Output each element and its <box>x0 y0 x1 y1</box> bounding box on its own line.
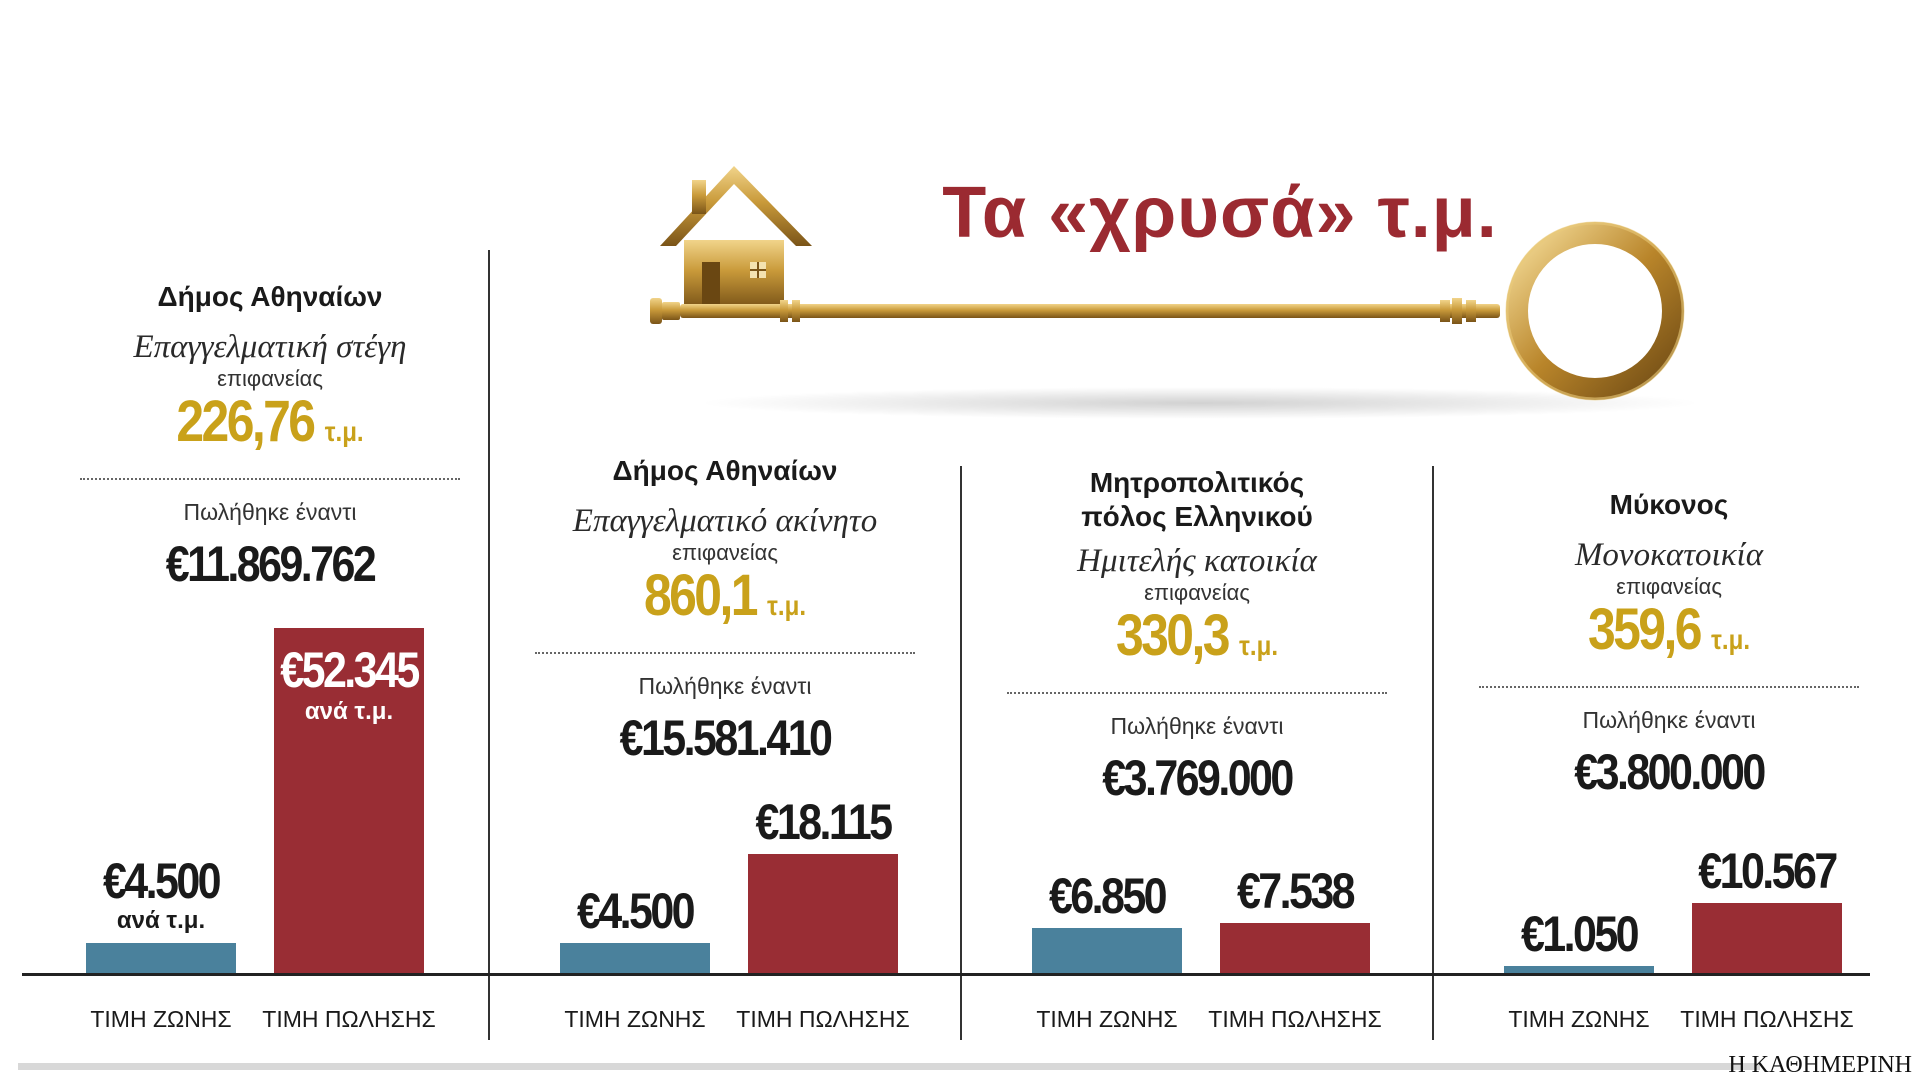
surface-label: επιφανείας <box>217 366 323 391</box>
sold-label: Πωλήθηκε έναντι <box>1110 713 1284 739</box>
panel-3-info: Μητροπολιτικός πόλος Ελληνικού Ημιτελής … <box>962 466 1432 808</box>
sale-price-bar <box>274 628 424 973</box>
zone-price-label: €6.850 <box>1048 868 1168 924</box>
surface-label: επιφανείας <box>672 540 778 565</box>
panel-2-info: Δήμος Αθηναίων Επαγγελματικό ακίνητο επι… <box>490 454 960 768</box>
surface-label: επιφανείας <box>1144 580 1250 605</box>
sale-category-label: ΤΙΜΗ ΠΩΛΗΣΗΣ <box>1208 1006 1382 1032</box>
panel-4-info: Μύκονος Μονοκατοικία επιφανείας 359,6 τ.… <box>1434 488 1904 802</box>
place-name-line-1: Μητροπολιτικός <box>1089 467 1305 498</box>
zone-category-label: ΤΙΜΗ ΖΩΝΗΣ <box>1036 1006 1178 1032</box>
panel-2: Δήμος Αθηναίων Επαγγελματικό ακίνητο επι… <box>490 0 960 1080</box>
sale-total-price: €11.869.762 <box>165 536 377 592</box>
place-name: Δήμος Αθηναίων <box>157 281 383 312</box>
panel-divider <box>1432 466 1434 1040</box>
sale-price-unit-label: ανά τ.μ. <box>304 698 394 725</box>
area-number: 226,76 <box>176 389 316 454</box>
panel-1: Δήμος Αθηναίων Επαγγελματική στέγη επιφα… <box>0 0 490 1080</box>
zone-category-label: ΤΙΜΗ ΖΩΝΗΣ <box>564 1006 706 1032</box>
sale-category-label: ΤΙΜΗ ΠΩΛΗΣΗΣ <box>736 1006 910 1032</box>
zone-price-bar <box>86 943 236 973</box>
main-title: Τα «χρυσά» τ.μ. <box>942 173 1498 253</box>
area-unit: τ.μ. <box>1711 624 1751 655</box>
sale-category-label: ΤΙΜΗ ΠΩΛΗΣΗΣ <box>1680 1006 1854 1032</box>
sold-label: Πωλήθηκε έναντι <box>638 673 812 699</box>
footer-bar <box>18 1063 1760 1070</box>
golden-key-house-illustration <box>650 166 1700 419</box>
sale-total-price: €3.800.000 <box>1574 744 1766 800</box>
sale-total-price: €15.581.410 <box>619 710 833 766</box>
area-value: 860,1 τ.μ. <box>523 566 927 636</box>
panel-1-info: Δήμος Αθηναίων Επαγγελματική στέγη επιφα… <box>50 280 490 594</box>
area-unit: τ.μ. <box>1239 630 1279 661</box>
place-name: Μύκονος <box>1609 489 1729 520</box>
panel-divider <box>960 466 962 1040</box>
area-value: 359,6 τ.μ. <box>1467 600 1871 670</box>
dotted-divider <box>80 478 460 480</box>
dotted-divider <box>1007 692 1387 694</box>
property-type: Ημιτελής κατοικία <box>1077 543 1317 579</box>
area-number: 860,1 <box>643 563 759 628</box>
sale-price-label: €10.567 <box>1698 843 1838 899</box>
panel-4: Μύκονος Μονοκατοικία επιφανείας 359,6 τ.… <box>1434 0 1904 1080</box>
area-number: 359,6 <box>1587 597 1703 662</box>
dotted-divider <box>1479 686 1859 688</box>
sale-price-label: €52.345 <box>280 642 420 698</box>
place-name-line-2: πόλος Ελληνικού <box>1081 501 1313 532</box>
panel-3: Μητροπολιτικός πόλος Ελληνικού Ημιτελής … <box>962 0 1432 1080</box>
place-name: Δήμος Αθηναίων <box>612 455 838 486</box>
zone-price-bar <box>1032 928 1182 973</box>
sale-price-label: €18.115 <box>755 794 893 850</box>
zone-price-label: €1.050 <box>1520 906 1640 962</box>
dotted-divider <box>535 652 915 654</box>
area-unit: τ.μ. <box>767 590 807 621</box>
zone-price-unit-label: ανά τ.μ. <box>116 907 206 934</box>
area-number: 330,3 <box>1115 603 1231 668</box>
zone-category-label: ΤΙΜΗ ΖΩΝΗΣ <box>90 1006 232 1032</box>
area-value: 330,3 τ.μ. <box>995 606 1399 676</box>
sold-label: Πωλήθηκε έναντι <box>1582 707 1756 733</box>
sale-price-bar <box>1220 923 1370 973</box>
sale-total-price: €3.769.000 <box>1102 750 1294 806</box>
sold-label: Πωλήθηκε έναντι <box>183 499 357 525</box>
sale-price-bar <box>1692 903 1842 973</box>
chart-baseline <box>22 973 1870 976</box>
surface-label: επιφανείας <box>1616 574 1722 599</box>
sale-category-label: ΤΙΜΗ ΠΩΛΗΣΗΣ <box>262 1006 436 1032</box>
sale-price-bar <box>748 854 898 973</box>
area-unit: τ.μ. <box>324 416 364 447</box>
panel-divider <box>488 250 490 1040</box>
area-value: 226,76 τ.μ. <box>81 392 459 462</box>
zone-price-bar <box>1504 966 1654 973</box>
sale-price-label: €7.538 <box>1236 863 1356 919</box>
zone-category-label: ΤΙΜΗ ΖΩΝΗΣ <box>1508 1006 1650 1032</box>
source-credit: Η ΚΑΘΗΜΕΡΙΝΗ <box>1728 1052 1912 1078</box>
property-type: Επαγγελματικό ακίνητο <box>572 503 878 539</box>
property-type: Επαγγελματική στέγη <box>133 329 407 365</box>
zone-price-label: €4.500 <box>102 853 222 909</box>
property-type: Μονοκατοικία <box>1574 537 1764 573</box>
zone-price-bar <box>560 943 710 973</box>
zone-price-label: €4.500 <box>576 883 696 939</box>
